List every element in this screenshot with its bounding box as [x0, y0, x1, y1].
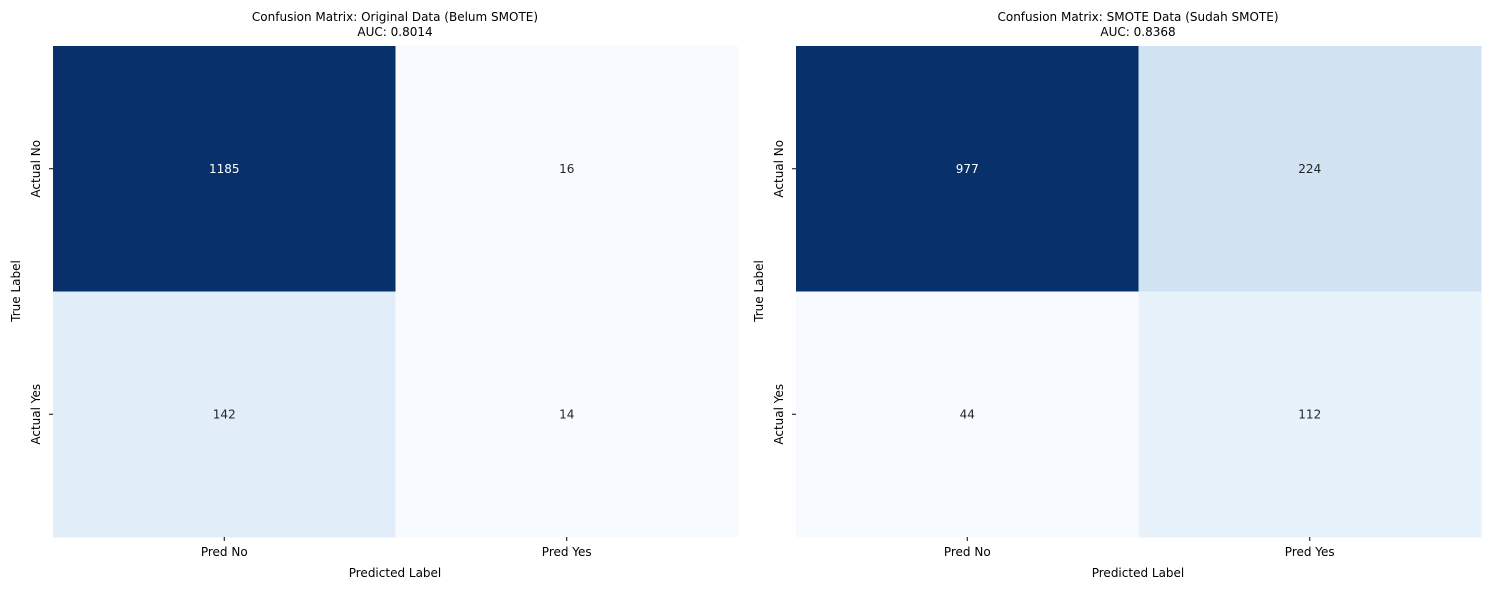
heatmap-panel-smote: Confusion Matrix: SMOTE Data (Sudah SMOT… [752, 10, 1482, 580]
y-axis-label-smote: True Label [752, 260, 766, 323]
heatmap-cells-original: 1185 16 142 14 [53, 46, 739, 538]
heatmap-cell-label-r0-c1: 224 [1298, 162, 1321, 176]
heatmap-cell-r0-c0 [796, 46, 1139, 292]
heatmap-cell-label-r1-c0: 44 [960, 407, 975, 421]
y-axis-label-original: True Label [9, 260, 23, 323]
heatmap-cell-r0-c1 [1138, 46, 1482, 292]
x-tick-label-0: Pred No [201, 545, 248, 559]
heatmap-cell-label-r0-c0: 1185 [209, 162, 240, 176]
heatmap-cell-r0-c0 [53, 46, 396, 292]
heatmap-cell-label-r1-c0: 142 [213, 407, 236, 421]
heatmap-cell-r1-c0 [53, 291, 396, 538]
y-tick-label-0: Actual No [29, 140, 43, 198]
heatmap-cell-r0-c1 [395, 46, 739, 292]
heatmap-cell-r1-c1 [395, 291, 739, 538]
chart-title-original: Confusion Matrix: Original Data (Belum S… [252, 10, 538, 24]
x-tick-label-1: Pred Yes [1285, 545, 1335, 559]
heatmap-cell-label-r0-c0: 977 [956, 162, 979, 176]
x-axis-label-original: Predicted Label [349, 566, 442, 580]
chart-subtitle-original: AUC: 0.8014 [357, 25, 432, 39]
heatmap-cell-label-r1-c1: 112 [1298, 407, 1321, 421]
y-tick-label-1: Actual Yes [29, 384, 43, 445]
heatmap-cell-label-r1-c1: 14 [559, 407, 574, 421]
axis-ticks-smote: Pred No Pred Yes Actual No Actual Yes [772, 140, 1335, 559]
heatmap-cell-r1-c0 [796, 291, 1139, 538]
heatmap-cells-smote: 977 224 44 112 [796, 46, 1482, 538]
y-tick-label-1: Actual Yes [772, 384, 786, 445]
x-tick-label-0: Pred No [944, 545, 991, 559]
heatmap-cell-r1-c1 [1138, 291, 1482, 538]
chart-subtitle-smote: AUC: 0.8368 [1100, 25, 1175, 39]
heatmap-cell-label-r0-c1: 16 [559, 162, 574, 176]
axis-ticks-original: Pred No Pred Yes Actual No Actual Yes [29, 140, 592, 559]
chart-title-smote: Confusion Matrix: SMOTE Data (Sudah SMOT… [997, 10, 1278, 24]
y-tick-label-0: Actual No [772, 140, 786, 198]
x-axis-label-smote: Predicted Label [1092, 566, 1185, 580]
x-tick-label-1: Pred Yes [542, 545, 592, 559]
heatmap-panel-original: Confusion Matrix: Original Data (Belum S… [9, 10, 739, 580]
